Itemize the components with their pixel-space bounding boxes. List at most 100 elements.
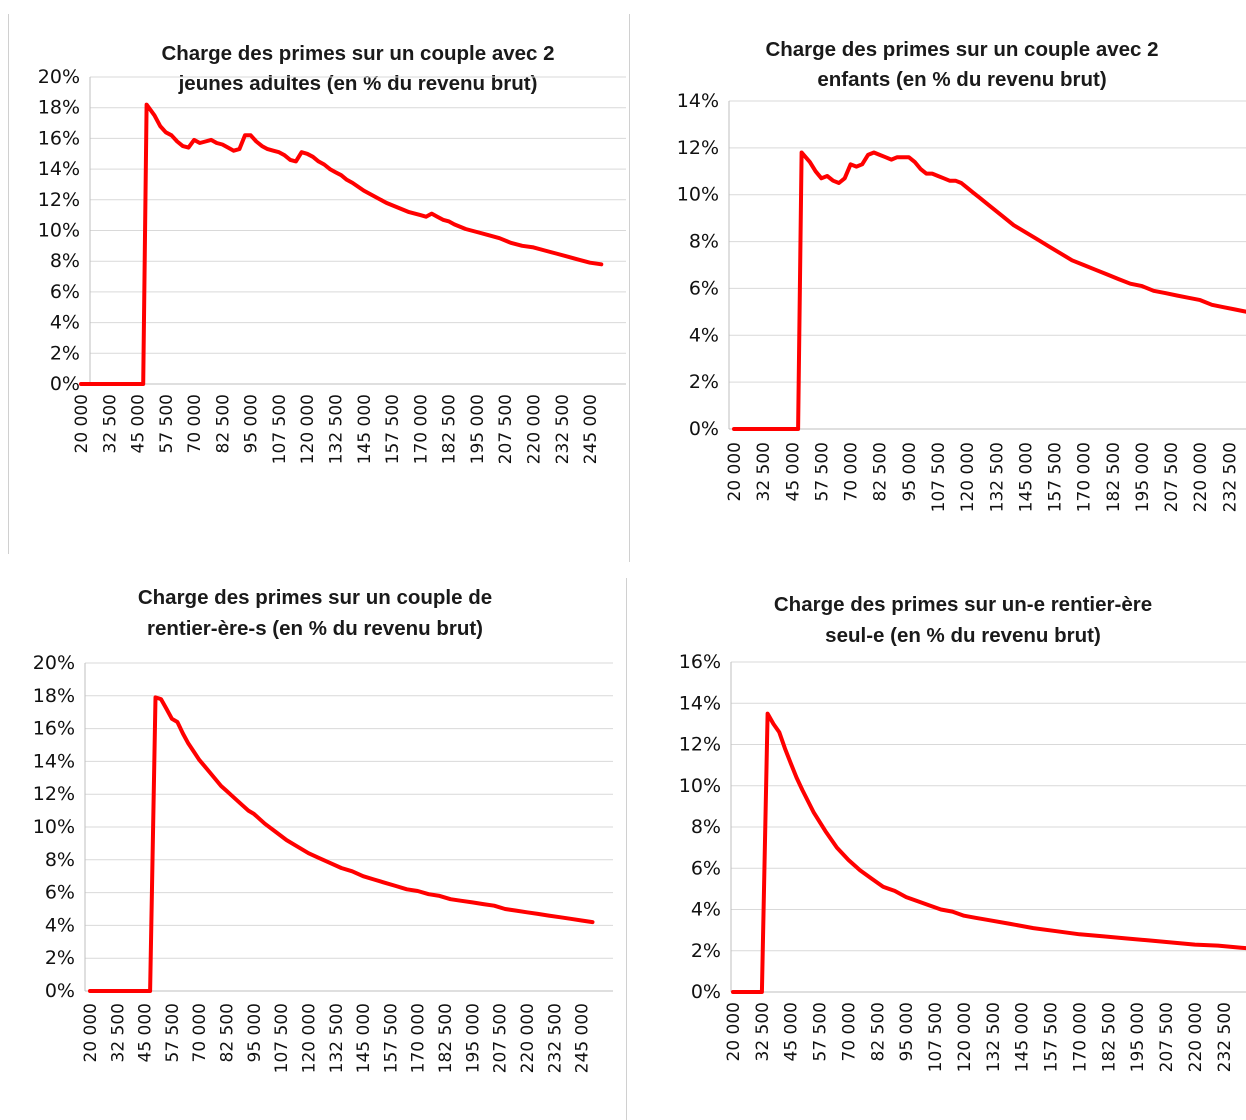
x-tick-label: 57 500 xyxy=(157,394,177,453)
y-tick-label: 10% xyxy=(677,184,719,206)
x-tick-label: 232 500 xyxy=(1220,442,1240,512)
x-tick-label: 95 000 xyxy=(245,1003,265,1062)
y-tick-label: 2% xyxy=(45,947,75,969)
y-tick-label: 8% xyxy=(50,250,80,272)
chart-young-adults: Charge des primes sur un couple avec 2 je… xyxy=(38,42,626,464)
x-tick-label: 120 000 xyxy=(298,394,318,464)
y-tick-label: 14% xyxy=(679,692,721,714)
chart-title-line-2: enfants (en % du revenu brut) xyxy=(817,68,1106,91)
y-tick-label: 2% xyxy=(689,371,719,393)
x-tick-label: 95 000 xyxy=(900,442,920,501)
x-tick-label: 32 500 xyxy=(108,1003,128,1062)
x-tick-label: 182 500 xyxy=(1099,1002,1119,1072)
x-tick-label: 70 000 xyxy=(185,394,205,453)
y-tick-label: 4% xyxy=(50,312,80,334)
chart-title-line-2: jeunes adultes (en % du revenu brut) xyxy=(178,72,538,95)
x-tick-label: 195 000 xyxy=(1133,442,1153,512)
x-tick-label: 145 000 xyxy=(354,1003,374,1073)
x-tick-label: 70 000 xyxy=(839,1002,859,1061)
x-tick-label: 132 500 xyxy=(327,1003,347,1073)
x-tick-label: 20 000 xyxy=(72,394,92,453)
x-tick-label: 132 500 xyxy=(327,394,347,464)
x-tick-label: 232 500 xyxy=(1215,1002,1235,1072)
chart-title-line-1: Charge des primes sur un couple avec 2 xyxy=(161,42,554,65)
x-tick-label: 45 000 xyxy=(782,1002,802,1061)
x-tick-label: 207 500 xyxy=(496,394,516,464)
x-tick-label: 157 500 xyxy=(1046,442,1066,512)
y-tick-label: 4% xyxy=(691,899,721,921)
x-tick-label: 70 000 xyxy=(842,442,862,501)
x-tick-label: 70 000 xyxy=(190,1003,210,1062)
y-tick-label: 8% xyxy=(691,816,721,838)
y-tick-label: 0% xyxy=(691,981,721,1003)
y-tick-label: 2% xyxy=(691,940,721,962)
chart-retired-single: Charge des primes sur un-e rentier-ère se… xyxy=(679,593,1246,1072)
y-tick-label: 8% xyxy=(689,231,719,253)
x-tick-label: 207 500 xyxy=(1162,442,1182,512)
x-tick-label: 220 000 xyxy=(524,394,544,464)
x-tick-label: 32 500 xyxy=(100,394,120,453)
series-line xyxy=(79,102,604,386)
y-tick-label: 10% xyxy=(679,775,721,797)
x-tick-label: 182 500 xyxy=(1104,442,1124,512)
y-tick-label: 4% xyxy=(45,914,75,936)
x-tick-label: 207 500 xyxy=(1157,1002,1177,1072)
y-tick-label: 6% xyxy=(691,857,721,879)
x-tick-label: 145 000 xyxy=(1016,442,1036,512)
x-tick-label: 207 500 xyxy=(491,1003,511,1073)
x-tick-label: 20 000 xyxy=(81,1003,101,1062)
x-tick-label: 107 500 xyxy=(272,1003,292,1073)
x-tick-label: 132 500 xyxy=(987,442,1007,512)
series-line xyxy=(731,711,1246,994)
y-tick-label: 2% xyxy=(50,342,80,364)
y-tick-label: 12% xyxy=(677,137,719,159)
chart-title-line-1: Charge des primes sur un couple avec 2 xyxy=(765,38,1158,61)
series-line xyxy=(88,695,595,993)
x-tick-label: 45 000 xyxy=(129,394,149,453)
chart-title-line-2: rentier-ère-s (en % du revenu brut) xyxy=(147,617,483,640)
x-tick-label: 182 500 xyxy=(436,1003,456,1073)
x-tick-label: 107 500 xyxy=(270,394,290,464)
x-tick-label: 245 000 xyxy=(1244,1002,1246,1072)
chart-panel-retired-couple: Charge des primes sur un couple de rentie… xyxy=(0,578,624,1120)
x-tick-label: 232 500 xyxy=(545,1003,565,1073)
x-tick-label: 57 500 xyxy=(812,442,832,501)
y-tick-label: 0% xyxy=(45,980,75,1002)
chart-retired-couple: Charge des primes sur un couple de rentie… xyxy=(33,586,613,1073)
x-tick-label: 82 500 xyxy=(868,1002,888,1061)
x-tick-label: 220 000 xyxy=(518,1003,538,1073)
x-tick-label: 245 000 xyxy=(581,394,601,464)
y-tick-label: 6% xyxy=(45,882,75,904)
x-tick-label: 57 500 xyxy=(811,1002,831,1061)
x-tick-label: 220 000 xyxy=(1186,1002,1206,1072)
x-tick-label: 157 500 xyxy=(383,394,403,464)
chart-panel-retired-single: Charge des primes sur un-e rentier-ère se… xyxy=(628,578,1246,1120)
panel-divider-vertical xyxy=(629,14,630,562)
x-tick-label: 157 500 xyxy=(1042,1002,1062,1072)
x-tick-label: 170 000 xyxy=(1075,442,1095,512)
x-tick-label: 32 500 xyxy=(754,442,774,501)
x-tick-label: 195 000 xyxy=(1128,1002,1148,1072)
chart-panel-children: Charge des primes sur un couple avec 2 en… xyxy=(631,14,1246,562)
x-tick-label: 82 500 xyxy=(213,394,233,453)
y-tick-label: 20% xyxy=(33,652,75,674)
x-tick-label: 245 000 xyxy=(573,1003,593,1073)
y-tick-label: 12% xyxy=(38,189,80,211)
x-tick-label: 82 500 xyxy=(218,1003,238,1062)
panel-divider-lower xyxy=(626,578,627,1120)
x-tick-label: 195 000 xyxy=(468,394,488,464)
chart-children: Charge des primes sur un couple avec 2 en… xyxy=(677,38,1246,512)
y-tick-label: 14% xyxy=(677,90,719,112)
x-tick-label: 170 000 xyxy=(1070,1002,1090,1072)
x-tick-label: 170 000 xyxy=(409,1003,429,1073)
x-tick-label: 20 000 xyxy=(724,1002,744,1061)
x-tick-label: 107 500 xyxy=(926,1002,946,1072)
panel-divider-left-edge xyxy=(8,14,9,554)
y-tick-label: 20% xyxy=(38,66,80,88)
x-tick-label: 182 500 xyxy=(440,394,460,464)
y-tick-label: 0% xyxy=(689,418,719,440)
y-tick-label: 6% xyxy=(689,277,719,299)
y-tick-label: 12% xyxy=(33,783,75,805)
y-tick-label: 10% xyxy=(33,816,75,838)
y-tick-label: 16% xyxy=(679,651,721,673)
